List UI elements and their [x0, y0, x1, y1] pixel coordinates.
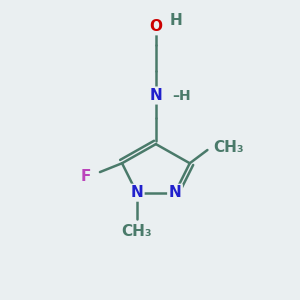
- Text: N: N: [149, 88, 162, 103]
- Text: N: N: [130, 185, 143, 200]
- Text: N: N: [169, 185, 182, 200]
- Text: O: O: [149, 19, 162, 34]
- Text: F: F: [81, 169, 91, 184]
- Text: H: H: [169, 13, 182, 28]
- Text: CH₃: CH₃: [122, 224, 152, 238]
- Text: CH₃: CH₃: [213, 140, 244, 154]
- Text: –H: –H: [172, 88, 191, 103]
